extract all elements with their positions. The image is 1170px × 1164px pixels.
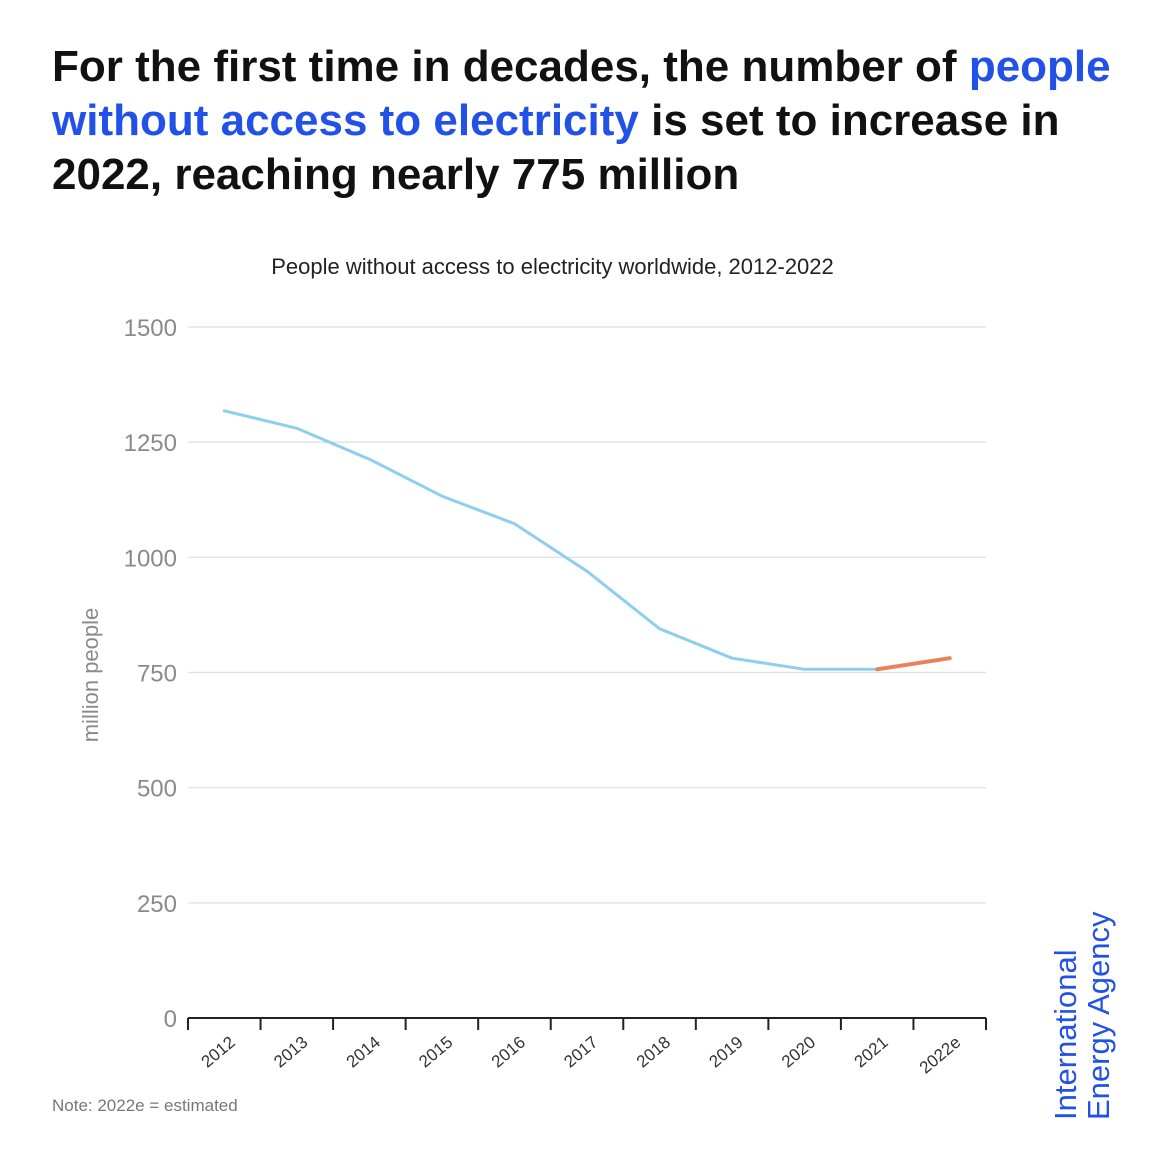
headline-part-2: is set to increase in 2022, reaching nea… (52, 96, 1060, 199)
y-tick-label: 500 (137, 776, 177, 803)
headline: For the first time in decades, the numbe… (52, 40, 1132, 202)
chart-note: Note: 2022e = estimated (52, 1096, 238, 1115)
chart-title: People without access to electricity wor… (271, 254, 834, 279)
x-tick-label: 2016 (488, 1033, 529, 1072)
x-tick-label: 2017 (560, 1033, 601, 1072)
y-tick-label: 1250 (124, 430, 177, 457)
iea-logo: International Energy Agency (1048, 892, 1121, 1120)
x-tick-label: 2014 (343, 1033, 384, 1072)
brand-line-2: Energy Agency (1081, 911, 1116, 1120)
y-tick-label: 1500 (124, 315, 177, 342)
x-tick-label: 2020 (778, 1033, 819, 1072)
y-tick-label: 1000 (124, 545, 177, 572)
x-tick-label: 2012 (198, 1033, 239, 1072)
y-tick-label: 0 (164, 1006, 177, 1033)
x-tick-label: 2019 (705, 1033, 746, 1072)
y-tick-label: 750 (137, 661, 177, 688)
x-tick-label: 2015 (415, 1033, 456, 1072)
headline-highlight: people without access to electricity (52, 42, 1111, 145)
brand-line-1: International (1048, 949, 1083, 1120)
x-tick-label: 2013 (270, 1033, 311, 1072)
x-tick-label: 2018 (633, 1033, 674, 1072)
y-axis-label: million people (78, 608, 103, 743)
historical-series-line (222, 409, 879, 671)
x-tick-label: 2022e (916, 1033, 964, 1078)
y-tick-label: 250 (137, 891, 177, 918)
x-tick-label: 2021 (851, 1033, 892, 1072)
headline-part-1: For the first time in decades, the numbe… (52, 42, 969, 91)
estimate-series-line (875, 656, 952, 672)
